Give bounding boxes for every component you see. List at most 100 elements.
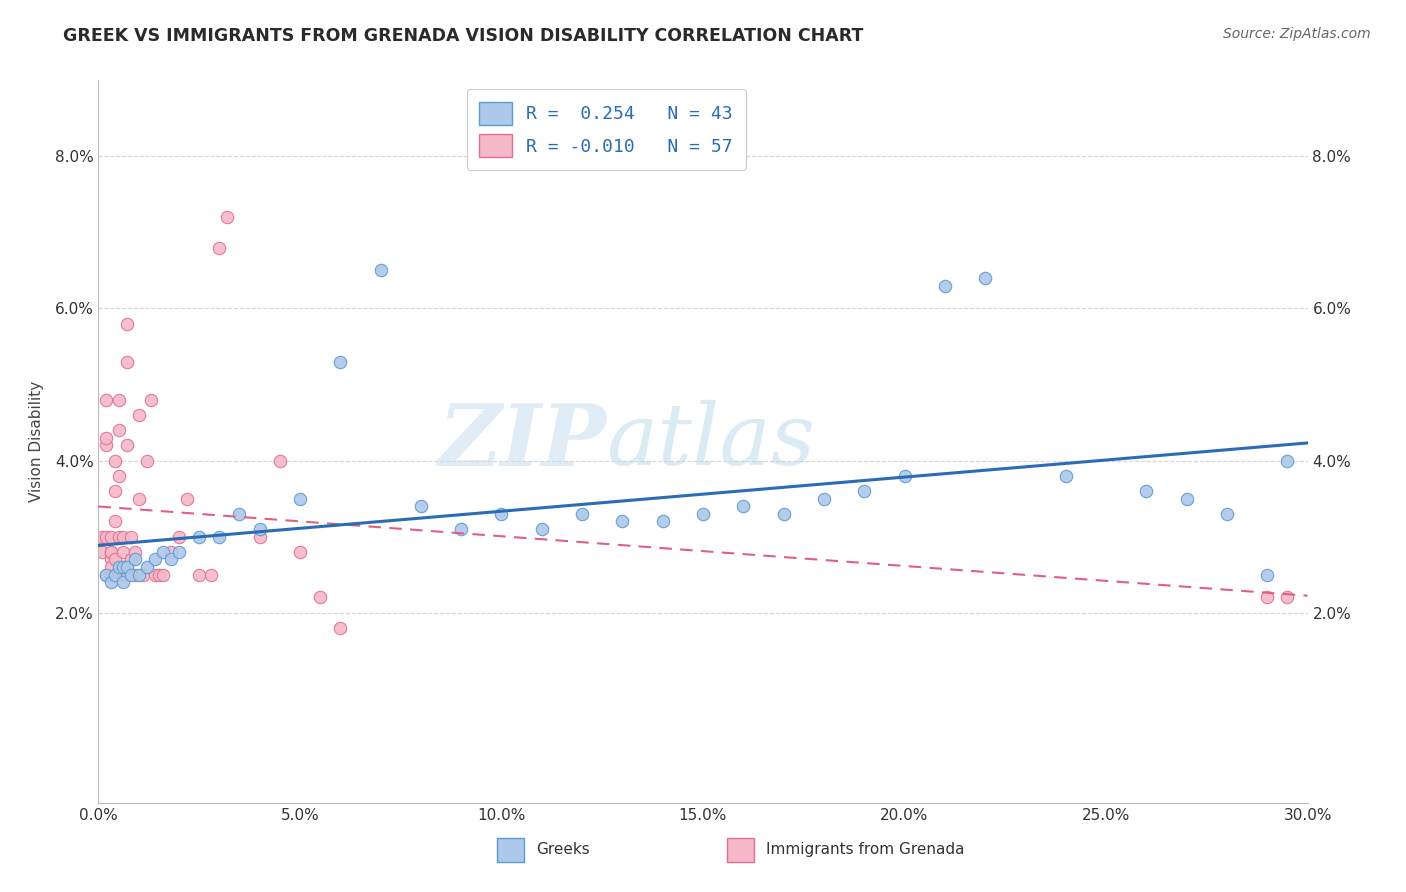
Point <box>329 621 352 635</box>
Point <box>1256 567 1278 582</box>
Point <box>148 567 170 582</box>
Point <box>1135 483 1157 498</box>
Point <box>974 271 997 285</box>
Point <box>409 499 432 513</box>
Point <box>100 545 122 559</box>
Text: Greeks: Greeks <box>536 842 591 857</box>
Point <box>772 507 794 521</box>
Point <box>370 263 392 277</box>
Point <box>733 499 755 513</box>
Point <box>571 507 593 521</box>
Point <box>450 522 472 536</box>
Point <box>152 545 174 559</box>
Point <box>288 491 311 506</box>
Point <box>152 567 174 582</box>
Point <box>167 530 190 544</box>
Point <box>111 560 134 574</box>
Point <box>128 567 150 582</box>
Point <box>200 567 222 582</box>
Point <box>100 560 122 574</box>
Point <box>128 408 150 422</box>
Point <box>188 530 211 544</box>
Point <box>124 567 146 582</box>
Y-axis label: Vision Disability: Vision Disability <box>28 381 44 502</box>
Point <box>103 567 125 582</box>
FancyBboxPatch shape <box>727 838 754 862</box>
Point <box>167 545 190 559</box>
Point <box>934 278 956 293</box>
Point <box>100 552 122 566</box>
Point <box>115 354 138 368</box>
Point <box>103 567 125 582</box>
Point <box>96 567 118 582</box>
Point <box>893 468 915 483</box>
Text: atlas: atlas <box>606 401 815 483</box>
Point <box>309 591 332 605</box>
Point <box>107 468 129 483</box>
Point <box>124 552 146 566</box>
Text: Immigrants from Grenada: Immigrants from Grenada <box>766 842 965 857</box>
Point <box>115 438 138 452</box>
Point <box>111 545 134 559</box>
Point <box>100 530 122 544</box>
Point <box>208 241 231 255</box>
Point <box>107 560 129 574</box>
Point <box>107 423 129 437</box>
Point <box>120 530 142 544</box>
Point <box>96 567 118 582</box>
Point <box>143 552 166 566</box>
Point <box>100 567 122 582</box>
Point <box>103 552 125 566</box>
Point <box>160 545 183 559</box>
Point <box>96 438 118 452</box>
Point <box>1277 591 1299 605</box>
Point <box>228 507 250 521</box>
Point <box>143 567 166 582</box>
Point <box>96 392 118 407</box>
Point <box>208 530 231 544</box>
Point <box>103 483 125 498</box>
Point <box>612 515 634 529</box>
Point <box>100 545 122 559</box>
Point <box>1175 491 1198 506</box>
Point <box>107 567 129 582</box>
Point <box>491 507 513 521</box>
Point <box>1054 468 1077 483</box>
Point <box>115 560 138 574</box>
Point <box>103 515 125 529</box>
Point <box>135 560 157 574</box>
Point <box>107 392 129 407</box>
Point <box>329 354 352 368</box>
Point <box>249 530 271 544</box>
Point <box>111 530 134 544</box>
Text: Source: ZipAtlas.com: Source: ZipAtlas.com <box>1223 27 1371 41</box>
Point <box>853 483 876 498</box>
Point <box>115 317 138 331</box>
Point <box>813 491 835 506</box>
Point <box>135 453 157 467</box>
Point <box>100 575 122 590</box>
Legend: R =  0.254   N = 43, R = -0.010   N = 57: R = 0.254 N = 43, R = -0.010 N = 57 <box>467 89 745 170</box>
Point <box>132 567 155 582</box>
Point <box>288 545 311 559</box>
Text: GREEK VS IMMIGRANTS FROM GRENADA VISION DISABILITY CORRELATION CHART: GREEK VS IMMIGRANTS FROM GRENADA VISION … <box>63 27 863 45</box>
Point <box>111 560 134 574</box>
Point <box>96 431 118 445</box>
Point <box>91 530 114 544</box>
Point <box>96 530 118 544</box>
Point <box>103 453 125 467</box>
Point <box>115 567 138 582</box>
Point <box>188 567 211 582</box>
Point <box>692 507 714 521</box>
Point <box>176 491 198 506</box>
Point <box>128 491 150 506</box>
Point <box>530 522 553 536</box>
Point <box>107 530 129 544</box>
Point <box>160 552 183 566</box>
Point <box>269 453 291 467</box>
Point <box>651 515 673 529</box>
Point <box>1277 453 1299 467</box>
Point <box>120 552 142 566</box>
Point <box>111 567 134 582</box>
Point <box>249 522 271 536</box>
